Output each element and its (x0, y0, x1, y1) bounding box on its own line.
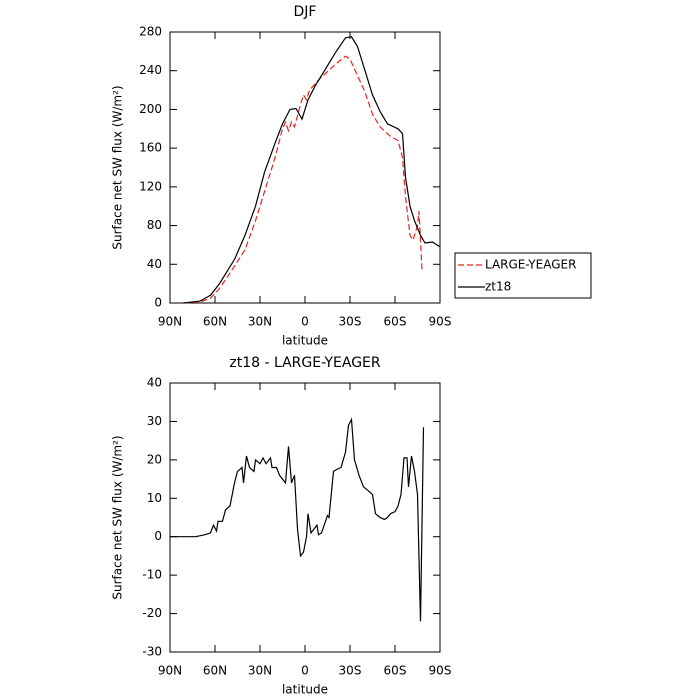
y-tick-label: -30 (142, 645, 162, 659)
x-axis-label: latitude (282, 334, 328, 348)
y-tick-label: 40 (147, 376, 162, 390)
y-tick-label: 80 (147, 218, 162, 232)
chart-title: DJF (294, 4, 317, 20)
data-line (170, 417, 425, 622)
legend-label: LARGE-YEAGER (485, 258, 576, 272)
chart-title: zt18 - LARGE-YEAGER (229, 355, 381, 371)
x-tick-label: 30S (339, 315, 362, 329)
plot-frame (169, 31, 441, 304)
y-axis-label: Surface net SW flux (W/m²) (111, 435, 125, 599)
data-line (183, 55, 423, 304)
y-tick-label: 10 (147, 491, 162, 505)
y-tick-label: 200 (139, 102, 162, 116)
y-tick-label: 120 (139, 179, 162, 193)
x-tick-label: 30N (248, 664, 272, 678)
y-tick-label: 40 (147, 257, 162, 271)
x-tick-label: 60N (203, 315, 227, 329)
x-tick-label: 90N (158, 664, 182, 678)
x-tick-label: 30S (339, 664, 362, 678)
legend-label: zt18 (485, 280, 511, 294)
plot-frame (169, 382, 441, 653)
y-tick-label: 20 (147, 452, 162, 466)
y-axis-label: Surface net SW flux (W/m²) (111, 85, 125, 249)
y-tick-label: 160 (139, 141, 162, 155)
y-tick-label: 240 (139, 63, 162, 77)
x-tick-label: 60S (384, 315, 407, 329)
x-tick-label: 90S (429, 315, 452, 329)
y-tick-label: 0 (154, 529, 162, 543)
y-tick-label: 280 (139, 25, 162, 39)
legend-box (454, 252, 592, 299)
y-tick-label: 0 (154, 296, 162, 310)
x-tick-label: 90S (429, 664, 452, 678)
x-tick-label: 0 (301, 315, 309, 329)
x-axis-label: latitude (282, 683, 328, 697)
x-tick-label: 0 (301, 664, 309, 678)
y-tick-label: -10 (142, 568, 162, 582)
x-tick-label: 90N (158, 315, 182, 329)
data-line (183, 36, 441, 304)
y-tick-label: 30 (147, 414, 162, 428)
x-tick-label: 30N (248, 315, 272, 329)
x-tick-label: 60S (384, 664, 407, 678)
x-tick-label: 60N (203, 664, 227, 678)
y-tick-label: -20 (142, 606, 162, 620)
